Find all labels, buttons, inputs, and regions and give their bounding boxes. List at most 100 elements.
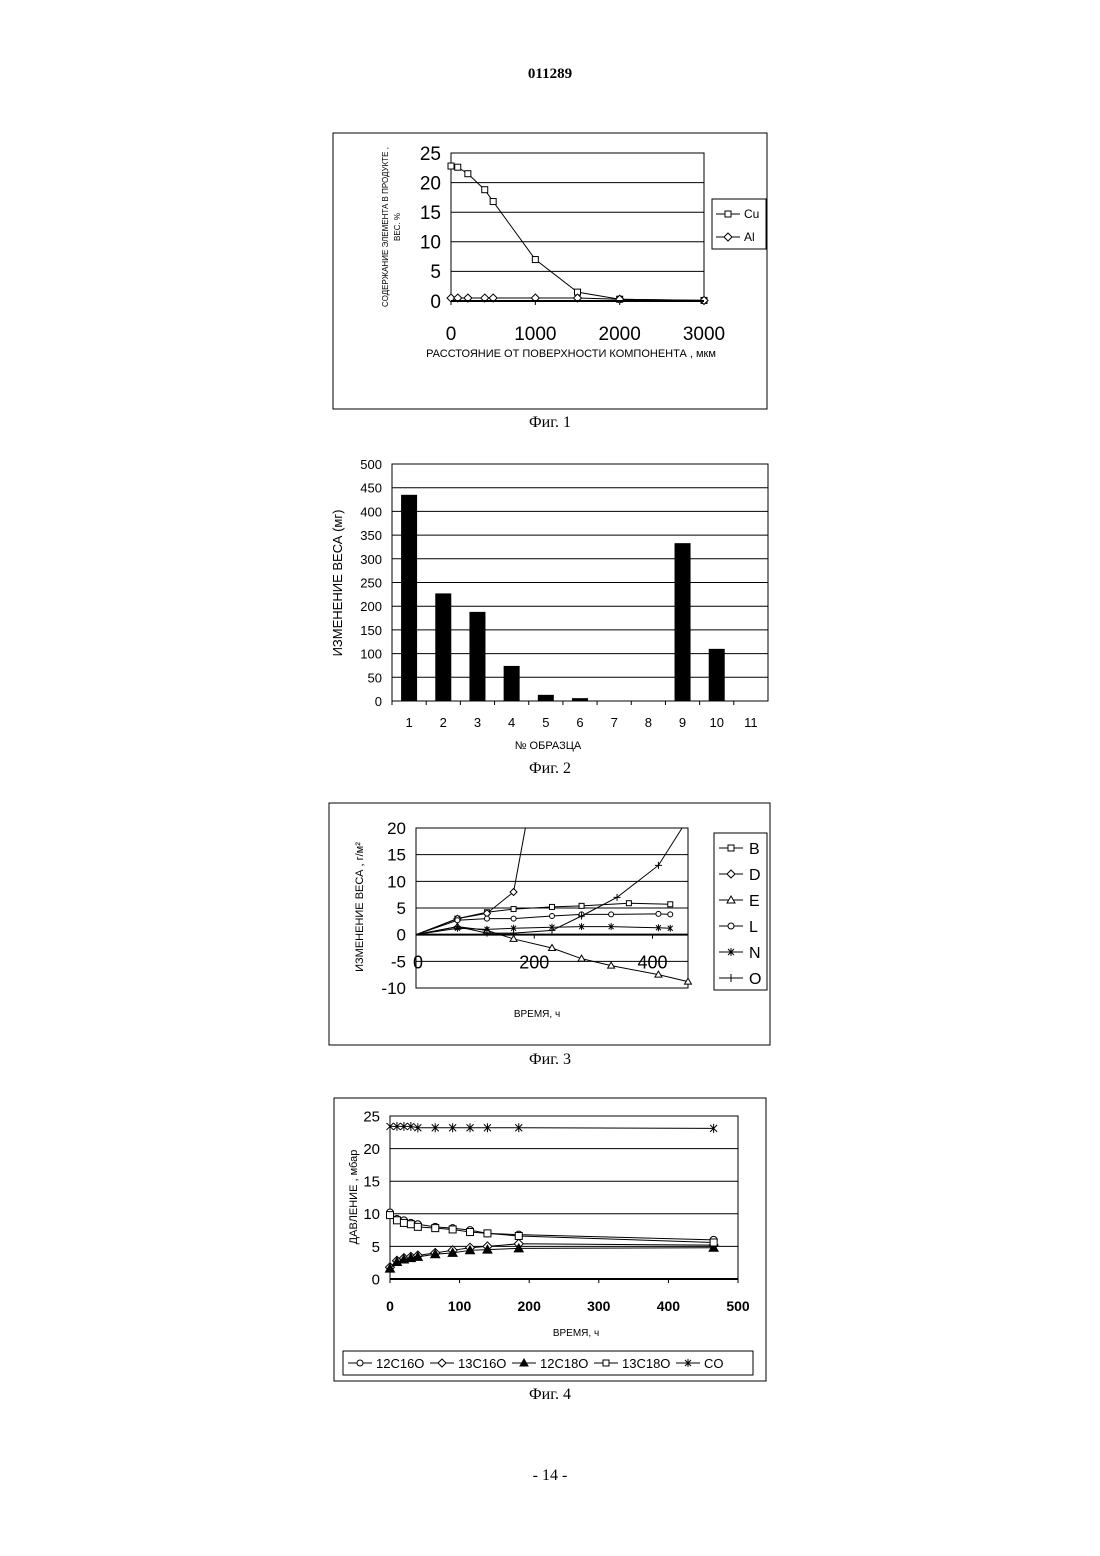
legend-label-D: D [749, 867, 761, 884]
x-tick-label: 9 [679, 715, 686, 730]
data-point-13C18O [432, 1225, 439, 1232]
data-point-Cu [532, 257, 538, 263]
x-tick-label: 4 [508, 715, 515, 730]
data-point-13C18O [449, 1226, 456, 1233]
y-tick-label: 0 [375, 694, 382, 709]
legend-label-12C18O: 12C18O [540, 1356, 588, 1371]
legend-marker-L [728, 923, 734, 929]
y-tick-label: 15 [387, 846, 406, 865]
legend-label-Al: Al [744, 230, 755, 244]
y-tick-label: 50 [368, 670, 382, 685]
legend-label-CO: CO [704, 1356, 724, 1371]
bar [572, 698, 588, 701]
figure-2-chart: 5004504003503002502001501005001234567891… [330, 457, 768, 752]
y-tick-label: 5 [430, 262, 441, 283]
legend-label-Cu: Cu [744, 207, 759, 221]
data-point-B [579, 903, 584, 908]
data-point-13C18O [710, 1239, 717, 1246]
legend-label-B: B [749, 841, 760, 858]
y-tick-label: 450 [360, 481, 382, 496]
data-point-Cu [482, 187, 488, 193]
y-tick-label: 0 [430, 292, 441, 313]
y-tick-label: 25 [363, 1108, 380, 1125]
data-point-L [668, 912, 673, 917]
data-point-13C18O [467, 1229, 474, 1236]
x-axis-label: № ОБРАЗЦА [515, 740, 582, 752]
data-point-L [511, 916, 516, 921]
x-tick-label: 200 [519, 953, 549, 973]
data-point-13C18O [393, 1217, 400, 1224]
data-point-13C18O [515, 1232, 522, 1239]
y-tick-label: -5 [391, 952, 406, 971]
y-axis-label: ДАВЛЕНИЕ , мбар [348, 1150, 360, 1245]
y-tick-label: 20 [420, 173, 441, 194]
data-point-B [626, 901, 631, 906]
x-tick-label: 400 [637, 953, 667, 973]
y-tick-label: 350 [360, 528, 382, 543]
y-tick-label: 0 [397, 926, 406, 945]
bar [709, 649, 725, 701]
y-tick-label: 5 [397, 899, 406, 918]
data-point-B [668, 902, 673, 907]
x-tick-label: 100 [448, 1298, 472, 1314]
x-tick-label: 8 [645, 715, 652, 730]
x-tick-label: 2 [440, 715, 447, 730]
figure-1-chart: 25201510500100020003000СОДЕРЖАНИЕ ЭЛЕМЕН… [333, 133, 767, 409]
x-tick-label: 1000 [514, 324, 556, 345]
legend-label-N: N [749, 945, 761, 962]
figure-4-caption: Фиг. 4 [0, 1386, 1100, 1404]
bar [435, 593, 451, 701]
data-point-13C18O [400, 1219, 407, 1226]
y-tick-label: 250 [360, 576, 382, 591]
x-tick-label: 0 [446, 324, 457, 345]
bar [469, 612, 485, 701]
y-tick-label: 200 [360, 599, 382, 614]
bar [504, 666, 520, 701]
legend-label-13C18O: 13C18O [622, 1356, 670, 1371]
y-tick-label: 25 [420, 144, 441, 165]
bar [675, 543, 691, 701]
y-tick-label: 300 [360, 552, 382, 567]
y-tick-label: 10 [420, 233, 441, 254]
y-tick-label: -10 [381, 979, 406, 998]
data-point-B [511, 907, 516, 912]
y-tick-label: 15 [363, 1174, 380, 1191]
data-point-L [455, 918, 460, 923]
y-axis-label-line2: ВЕС. % [393, 213, 402, 241]
y-tick-label: 20 [363, 1141, 380, 1158]
data-point-L [484, 916, 489, 921]
x-tick-label: 200 [518, 1298, 542, 1314]
data-point-Cu [448, 163, 454, 169]
y-tick-label: 20 [387, 819, 406, 838]
legend-label-L: L [749, 919, 758, 936]
data-point-Cu [490, 199, 496, 205]
x-axis-label: ВРЕМЯ, ч [514, 1009, 560, 1020]
y-axis-label: ИЗМЕНЕНИЕ ВЕСА (мг) [330, 510, 345, 657]
x-tick-label: 0 [386, 1298, 394, 1314]
y-axis-label: СОДЕРЖАНИЕ ЭЛЕМЕНТА В ПРОДУКТЕ , [381, 147, 390, 307]
figure-2-caption: Фиг. 2 [0, 760, 1100, 778]
x-axis-label: ВРЕМЯ, ч [553, 1328, 599, 1339]
x-tick-label: 6 [576, 715, 583, 730]
figure-4-chart: 25201510500100200300400500ДАВЛЕНИЕ , мба… [334, 1098, 766, 1381]
x-tick-label: 0 [413, 953, 423, 973]
legend-marker-B [728, 845, 734, 851]
y-tick-label: 0 [372, 1271, 380, 1288]
y-tick-label: 500 [360, 457, 382, 472]
x-tick-label: 7 [611, 715, 618, 730]
y-tick-label: 5 [372, 1239, 380, 1256]
x-tick-label: 400 [657, 1298, 681, 1314]
x-tick-label: 3 [474, 715, 481, 730]
data-point-Cu [455, 164, 461, 170]
figure-3-chart: 20151050-5-100200400ИЗМЕНЕНИЕ ВЕСА , г/м… [329, 803, 770, 1045]
y-tick-label: 150 [360, 623, 382, 638]
bar [401, 495, 417, 701]
x-axis-label: РАССТОЯНИЕ ОТ ПОВЕРХНОСТИ КОМПОНЕНТА , м… [426, 348, 716, 360]
data-point-L [609, 912, 614, 917]
x-tick-label: 11 [744, 715, 758, 730]
data-point-B [550, 904, 555, 909]
data-point-13C18O [407, 1221, 414, 1228]
page-number: - 14 - [0, 1467, 1100, 1485]
figure-1-caption: Фиг. 1 [0, 414, 1100, 432]
